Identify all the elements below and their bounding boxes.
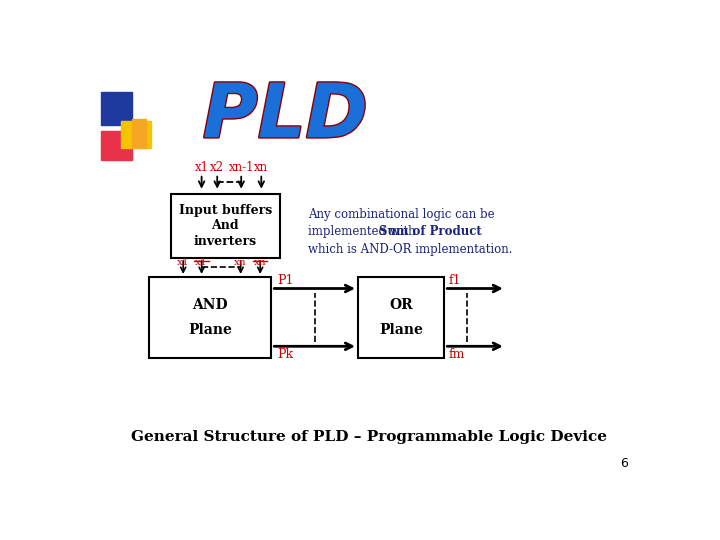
Text: implemented with: implemented with (307, 226, 419, 239)
Text: P1: P1 (277, 274, 294, 287)
Text: which is AND-OR implementation.: which is AND-OR implementation. (307, 243, 512, 256)
Text: xn: xn (234, 258, 247, 267)
Bar (171, 194, 279, 258)
Text: x1: x1 (194, 161, 209, 174)
Bar (148, 277, 271, 358)
Text: x2: x2 (210, 161, 224, 174)
Polygon shape (121, 121, 151, 148)
Text: Any combinational logic can be: Any combinational logic can be (307, 208, 494, 221)
Text: Pk: Pk (277, 348, 293, 361)
Polygon shape (101, 131, 132, 160)
Text: AND: AND (192, 298, 228, 312)
Text: 6: 6 (621, 457, 629, 470)
Text: xn: xn (254, 161, 269, 174)
Text: f1: f1 (449, 274, 462, 287)
Text: xn-1: xn-1 (228, 161, 254, 174)
Text: Plane: Plane (188, 323, 232, 337)
Polygon shape (132, 119, 145, 148)
Text: OR: OR (390, 298, 413, 312)
Text: PLD: PLD (203, 80, 368, 153)
Text: x1: x1 (177, 258, 189, 267)
Text: fm: fm (449, 348, 465, 361)
Text: xn: xn (254, 258, 266, 267)
Text: x1: x1 (195, 258, 208, 267)
Polygon shape (101, 92, 132, 125)
Text: Input buffers: Input buffers (179, 204, 272, 217)
Bar (358, 277, 444, 358)
Text: Sum of Product: Sum of Product (379, 226, 482, 239)
Text: And: And (212, 219, 239, 232)
Text: inverters: inverters (194, 235, 257, 248)
Text: Plane: Plane (379, 323, 423, 337)
Text: General Structure of PLD – Programmable Logic Device: General Structure of PLD – Programmable … (131, 430, 607, 444)
